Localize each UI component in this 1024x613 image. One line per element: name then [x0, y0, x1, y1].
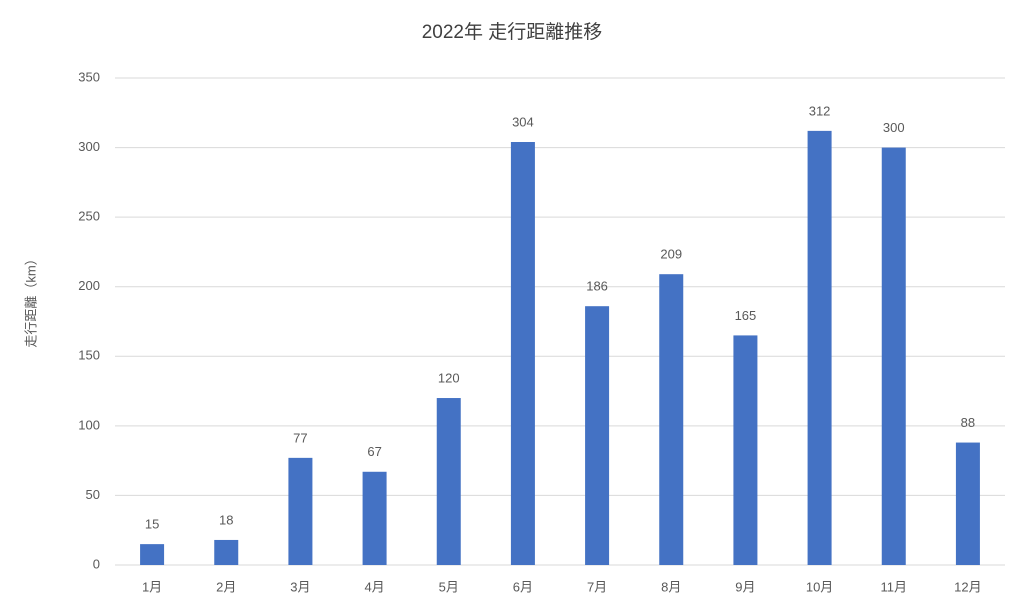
- bar: [140, 544, 165, 565]
- x-tick-label: 2月: [216, 579, 236, 594]
- y-tick-label: 300: [78, 139, 100, 154]
- data-label: 67: [367, 444, 381, 459]
- data-label: 88: [961, 415, 975, 430]
- x-tick-label: 5月: [439, 579, 459, 594]
- chart-title: 2022年 走行距離推移: [422, 21, 603, 43]
- x-tick-label: 4月: [364, 579, 384, 594]
- x-tick-label: 8月: [661, 579, 681, 594]
- x-tick-label: 6月: [513, 579, 533, 594]
- x-tick-label: 12月: [954, 579, 981, 594]
- bar: [807, 130, 832, 566]
- data-label: 18: [219, 512, 233, 527]
- bar: [436, 398, 461, 565]
- data-label: 304: [512, 114, 534, 129]
- y-tick-label: 50: [86, 487, 100, 502]
- y-tick-label: 250: [78, 209, 100, 224]
- data-label: 15: [145, 517, 159, 532]
- bar: [955, 442, 980, 565]
- data-label: 186: [586, 279, 608, 294]
- y-tick-label: 100: [78, 417, 100, 432]
- data-label: 120: [438, 370, 460, 385]
- bar: [510, 142, 535, 565]
- bar: [585, 306, 610, 565]
- data-label: 165: [735, 308, 757, 323]
- x-tick-label: 3月: [290, 579, 310, 594]
- x-tick-label: 11月: [881, 579, 908, 594]
- bar: [659, 274, 684, 565]
- x-tick-label: 9月: [735, 579, 755, 594]
- bar: [733, 335, 758, 565]
- y-tick-label: 0: [93, 556, 100, 571]
- data-label: 209: [660, 247, 682, 262]
- bar: [881, 147, 906, 566]
- x-tick-label: 10月: [806, 579, 833, 594]
- x-tick-label: 1月: [142, 579, 162, 594]
- y-tick-label: 200: [78, 278, 100, 293]
- bar: [362, 471, 387, 565]
- data-label: 300: [883, 120, 905, 135]
- y-tick-label: 150: [78, 348, 100, 363]
- data-label: 77: [293, 430, 307, 445]
- bar: [214, 539, 239, 565]
- bar: [288, 457, 313, 565]
- y-axis-label: 走行距離（km）: [23, 252, 38, 347]
- x-tick-label: 7月: [587, 579, 607, 594]
- y-tick-label: 350: [78, 69, 100, 84]
- data-label: 312: [809, 103, 831, 118]
